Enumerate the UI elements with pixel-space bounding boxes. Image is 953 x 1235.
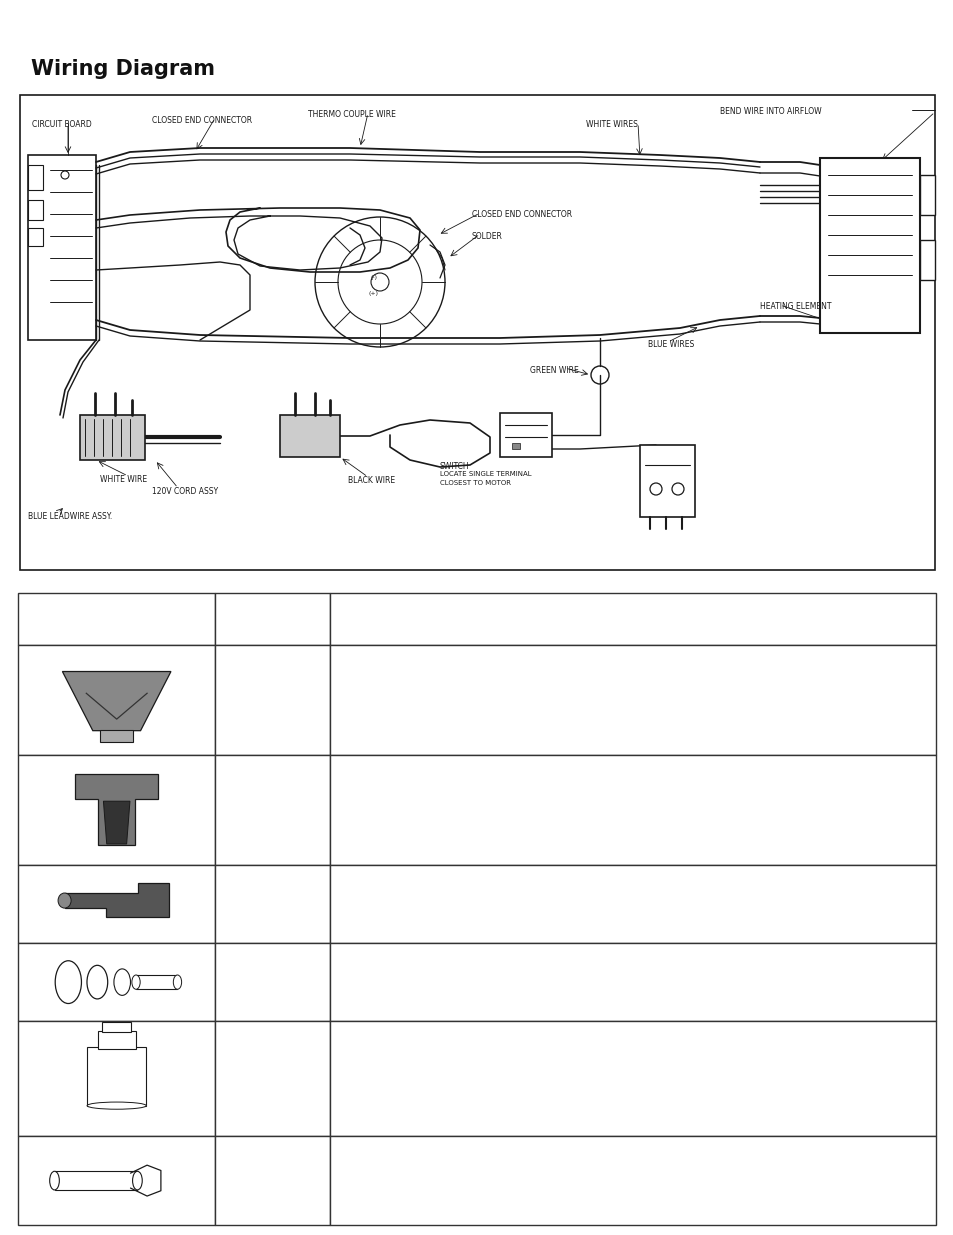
Ellipse shape <box>132 974 140 989</box>
Bar <box>639 445 695 517</box>
Bar <box>330 645 935 755</box>
Text: Wiring Diagram: Wiring Diagram <box>31 59 215 79</box>
Bar <box>330 593 935 645</box>
Text: BEND WIRE INTO AIRFLOW: BEND WIRE INTO AIRFLOW <box>720 107 821 116</box>
Ellipse shape <box>173 974 181 989</box>
Text: LOCATE SINGLE TERMINAL: LOCATE SINGLE TERMINAL <box>439 471 531 477</box>
Bar <box>102 1023 132 1032</box>
Text: THERMO COUPLE WIRE: THERMO COUPLE WIRE <box>308 110 395 119</box>
Bar <box>330 1136 935 1225</box>
Bar <box>18 645 215 755</box>
Ellipse shape <box>113 969 131 995</box>
Bar <box>28 228 43 246</box>
Text: BLUE WIRES: BLUE WIRES <box>647 340 694 350</box>
Ellipse shape <box>55 961 81 1004</box>
Text: WHITE WIRE: WHITE WIRE <box>100 475 147 484</box>
Text: 120V CORD ASSY: 120V CORD ASSY <box>152 487 218 496</box>
Bar <box>87 1047 146 1105</box>
Ellipse shape <box>132 1171 142 1191</box>
Bar <box>20 95 934 571</box>
Bar <box>215 755 330 864</box>
Bar <box>18 1136 215 1225</box>
Bar <box>28 200 43 220</box>
Bar <box>280 415 339 457</box>
Text: GREEN WIRE: GREEN WIRE <box>530 366 578 375</box>
Bar <box>18 864 215 944</box>
Text: BLUE LEADWIRE ASSY.: BLUE LEADWIRE ASSY. <box>28 513 112 521</box>
Bar <box>215 593 330 645</box>
Bar <box>919 175 934 215</box>
Ellipse shape <box>50 1171 59 1191</box>
Ellipse shape <box>87 966 108 999</box>
Bar <box>330 755 935 864</box>
Bar <box>18 1021 215 1136</box>
Text: CLOSED END CONNECTOR: CLOSED END CONNECTOR <box>472 210 572 219</box>
Text: CLOSEST TO MOTOR: CLOSEST TO MOTOR <box>439 480 511 487</box>
Text: (+): (+) <box>369 291 378 296</box>
Bar <box>18 593 215 645</box>
Polygon shape <box>75 774 158 846</box>
Text: SOLDER: SOLDER <box>472 232 502 241</box>
Bar <box>499 412 552 457</box>
Bar <box>215 864 330 944</box>
Bar <box>215 645 330 755</box>
Bar <box>80 415 145 459</box>
Polygon shape <box>62 672 171 731</box>
Bar <box>215 1136 330 1225</box>
Text: BLACK WIRE: BLACK WIRE <box>348 475 395 485</box>
Bar <box>28 165 43 190</box>
Ellipse shape <box>371 273 389 291</box>
Polygon shape <box>65 883 169 916</box>
Bar <box>18 755 215 864</box>
Bar <box>18 944 215 1021</box>
Text: CLOSED END CONNECTOR: CLOSED END CONNECTOR <box>152 116 252 125</box>
Text: (-): (-) <box>370 275 377 280</box>
Bar <box>330 944 935 1021</box>
Text: HEATING ELEMENT: HEATING ELEMENT <box>760 303 831 311</box>
Bar <box>215 944 330 1021</box>
Bar <box>100 730 132 742</box>
Bar <box>28 156 96 340</box>
Bar <box>820 158 919 333</box>
Bar <box>54 1171 137 1191</box>
Bar <box>97 1031 135 1050</box>
Text: SWITCH: SWITCH <box>439 462 469 471</box>
Polygon shape <box>103 802 130 844</box>
Ellipse shape <box>58 893 71 908</box>
Ellipse shape <box>87 1102 146 1109</box>
Bar <box>330 1021 935 1136</box>
Bar <box>919 240 934 280</box>
Bar <box>215 1021 330 1136</box>
Text: WHITE WIRES: WHITE WIRES <box>585 120 638 128</box>
Text: CIRCUIT BOARD: CIRCUIT BOARD <box>32 120 91 128</box>
Bar <box>330 864 935 944</box>
Bar <box>136 974 177 989</box>
Bar <box>512 443 519 450</box>
